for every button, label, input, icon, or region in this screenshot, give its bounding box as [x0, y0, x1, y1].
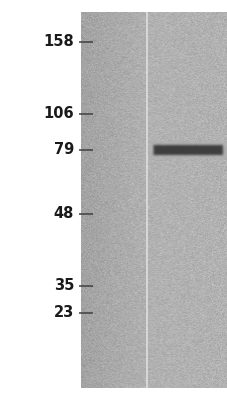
Text: 48: 48 [54, 206, 74, 222]
Text: 35: 35 [54, 278, 74, 294]
Text: 158: 158 [43, 34, 74, 50]
Text: 106: 106 [43, 106, 74, 122]
Text: 23: 23 [54, 305, 74, 320]
Text: 79: 79 [54, 142, 74, 158]
